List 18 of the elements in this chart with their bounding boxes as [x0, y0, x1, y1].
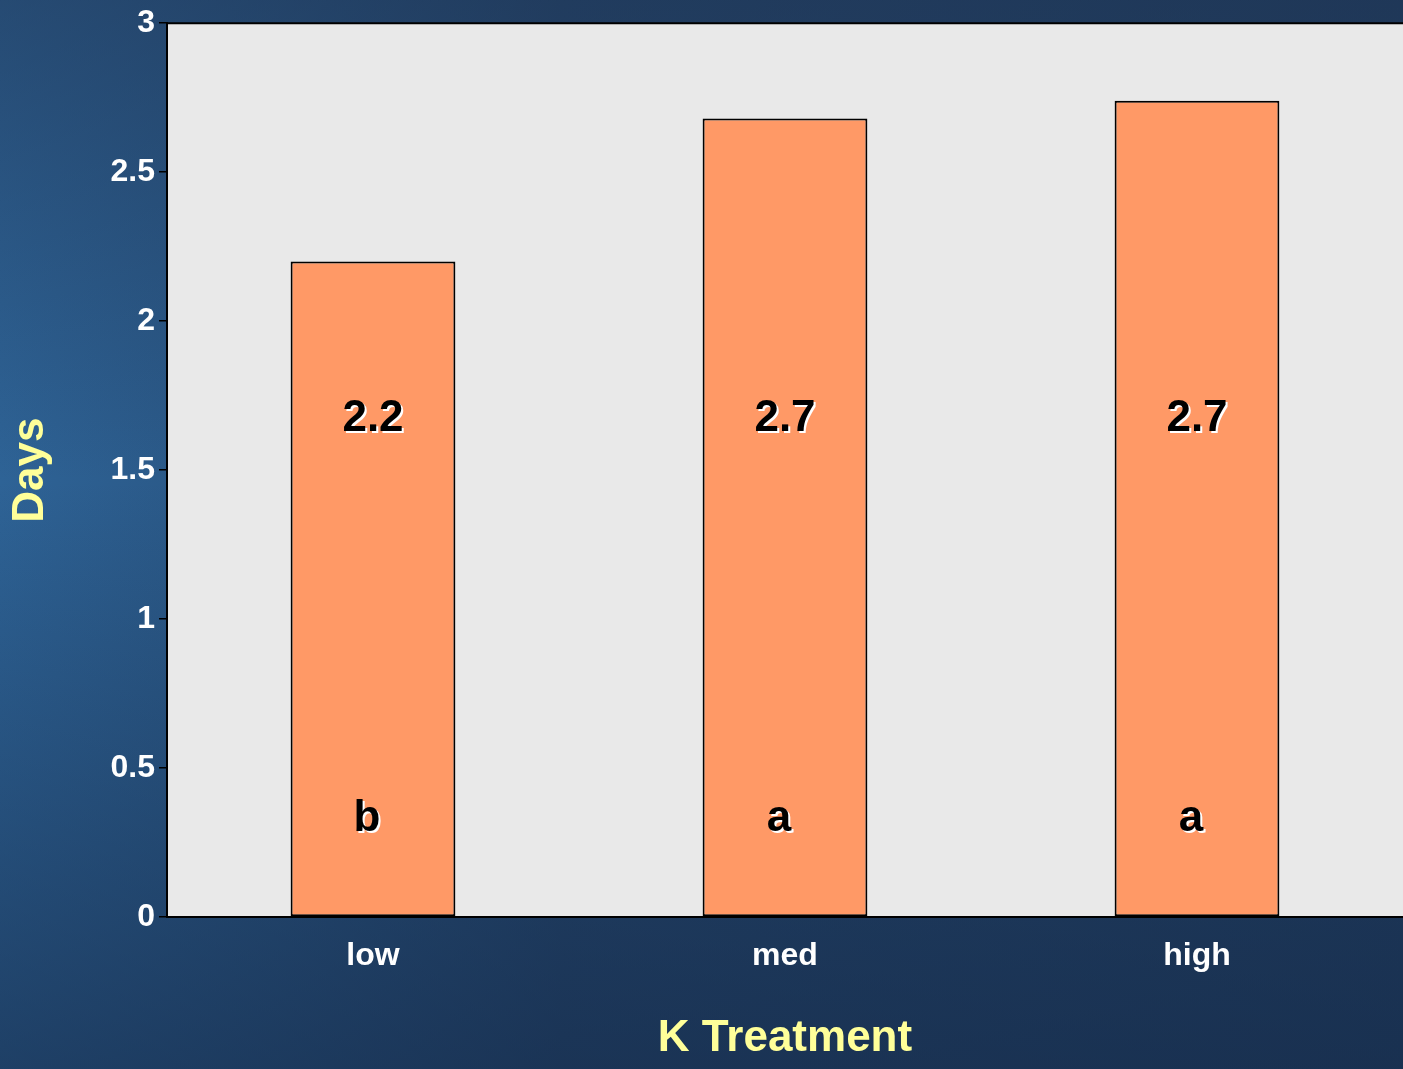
annotation: b [355, 792, 383, 842]
data-label: 2.7 [754, 391, 816, 441]
annotation: a [766, 790, 792, 840]
y-tick-label: 0 [137, 896, 155, 933]
y-tick-label: 2 [137, 300, 155, 337]
y-tick-label: 1.5 [110, 449, 155, 486]
data-label: 2.2 [342, 391, 404, 441]
x-axis-title: K Treatment [657, 1010, 913, 1060]
y-axis-title: Days [2, 417, 52, 523]
y-tick-label: 1 [137, 598, 155, 635]
y-tick-label: 0.5 [110, 747, 155, 784]
x-tick-label: med [752, 936, 818, 973]
data-label: 2.7 [1166, 391, 1228, 441]
y-tick-label: 2.5 [110, 151, 155, 188]
x-tick-label: low [346, 936, 400, 973]
y-tick-label: 3 [137, 3, 155, 40]
x-tick-label: high [1163, 936, 1231, 973]
annotation: a [1180, 792, 1206, 842]
